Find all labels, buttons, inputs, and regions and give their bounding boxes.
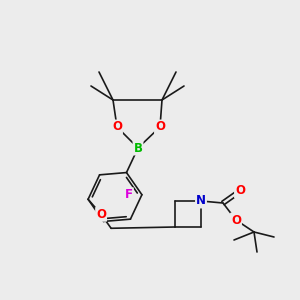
Text: B: B [134,142,142,154]
Text: O: O [112,121,122,134]
Text: O: O [96,208,106,221]
Text: N: N [196,194,206,208]
Text: O: O [235,184,245,197]
Text: O: O [155,121,165,134]
Text: O: O [231,214,241,226]
Text: F: F [125,188,133,201]
